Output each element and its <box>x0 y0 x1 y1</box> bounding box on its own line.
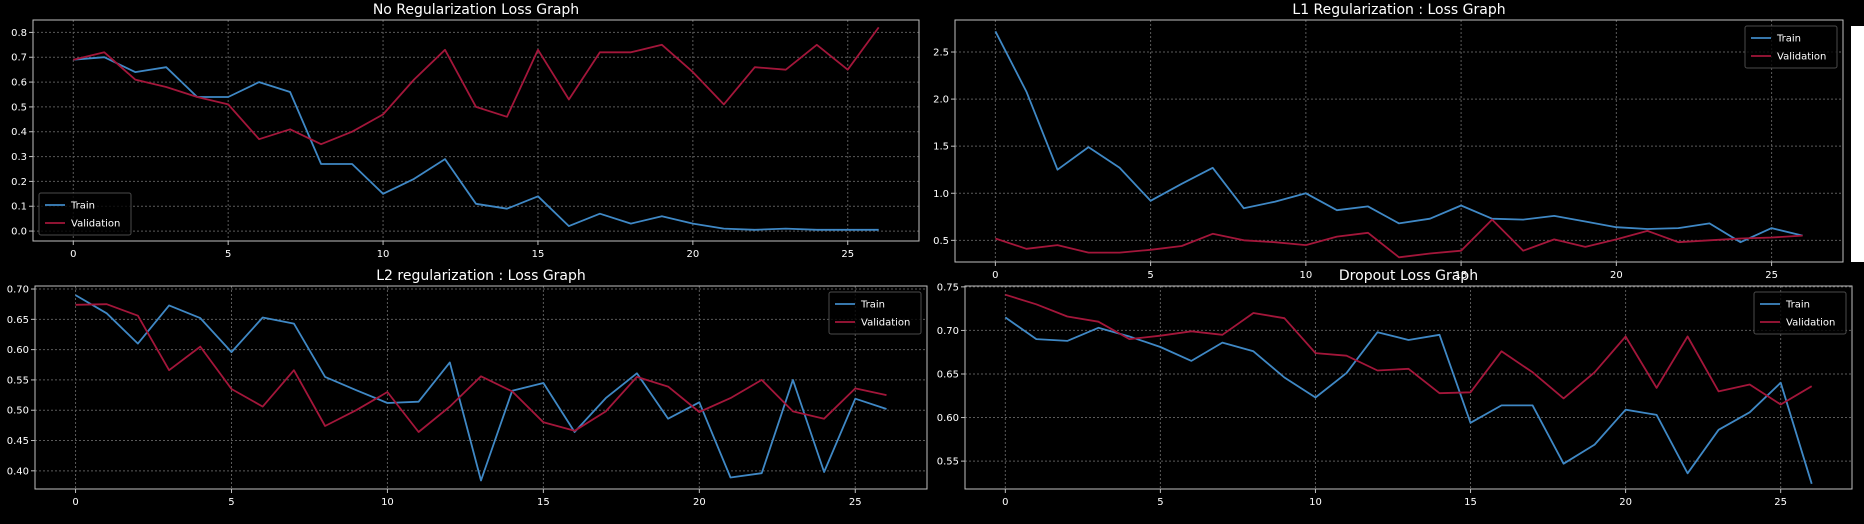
y-tick-label: 0.8 <box>11 28 27 39</box>
series-line-validation <box>995 218 1803 259</box>
y-tick-label: 0.70 <box>937 326 959 337</box>
x-tick-label: 25 <box>1774 497 1787 508</box>
y-tick-label: 0.1 <box>11 202 27 213</box>
y-tick-label: 0.55 <box>937 457 959 468</box>
y-tick-label: 0.45 <box>7 436 29 447</box>
x-tick-label: 0 <box>1002 497 1008 508</box>
series-line-validation <box>73 26 880 146</box>
legend-label: Train <box>70 201 95 212</box>
legend: Train Validation <box>38 192 132 236</box>
x-tick-label: 15 <box>532 249 545 260</box>
legend-label: Validation <box>1777 52 1826 63</box>
x-tick-label: 5 <box>1147 270 1153 281</box>
x-tick-label: 25 <box>849 497 862 508</box>
x-tick-label: 20 <box>686 249 699 260</box>
legend-label: Train <box>1776 34 1801 45</box>
legend-label: Train <box>1785 300 1810 311</box>
y-tick-label: 0.5 <box>11 102 27 113</box>
legend-box <box>828 291 922 335</box>
y-tick-label: 0.65 <box>937 369 959 380</box>
x-tick-label: 10 <box>377 249 390 260</box>
y-tick-label: 0.70 <box>7 285 29 296</box>
axes-frame <box>32 19 920 242</box>
chart-panel-3: 0 5 10 15 20 25 0.40 0.45 0.50 0.55 0.60 0.65 0.70 L2… <box>7 268 928 508</box>
series-line-validation <box>75 303 887 433</box>
y-tick-label: 0.5 <box>933 236 949 247</box>
x-tick-label: 15 <box>1464 497 1477 508</box>
x-tick-label: 15 <box>1455 270 1468 281</box>
series-line-train <box>994 30 1803 244</box>
y-tick-label: 1.5 <box>933 142 949 153</box>
y-tick-label: 0.7 <box>11 53 27 64</box>
y-tick-label: 0.4 <box>11 127 27 138</box>
chart-title: Dropout Loss Graph <box>1339 268 1478 284</box>
series-line-train <box>1004 316 1813 485</box>
series-line-train <box>75 294 887 482</box>
x-tick-label: 25 <box>1765 270 1778 281</box>
x-tick-label: 20 <box>1610 270 1623 281</box>
y-tick-label: 0.3 <box>11 152 27 163</box>
y-tick-label: 2.0 <box>933 95 949 106</box>
legend-label: Validation <box>1786 318 1835 329</box>
y-tick-label: 0.60 <box>7 345 29 356</box>
x-tick-label: 0 <box>70 249 76 260</box>
legend-box <box>38 192 132 236</box>
y-tick-label: 0.2 <box>11 177 27 188</box>
x-tick-label: 10 <box>381 497 394 508</box>
series-line-validation <box>1005 293 1813 406</box>
y-tick-label: 0.0 <box>11 227 27 238</box>
y-tick-label: 0.60 <box>937 413 959 424</box>
x-tick-label: 15 <box>537 497 550 508</box>
x-tick-label: 20 <box>1619 497 1632 508</box>
x-tick-label: 5 <box>228 497 234 508</box>
x-tick-label: 25 <box>841 249 854 260</box>
legend: Train Validation <box>1744 25 1838 69</box>
y-tick-label: 0.75 <box>937 282 959 293</box>
chart-panel-4: 0 5 10 15 20 25 0.55 0.60 0.65 0.70 0.75 Dropout Lo… <box>937 268 1853 508</box>
legend-box <box>1744 25 1838 69</box>
y-tick-label: 1.0 <box>933 189 949 200</box>
window-edge-bar <box>1851 26 1864 262</box>
axes-frame <box>954 19 1844 263</box>
legend: Train Validation <box>828 291 922 335</box>
chart-title: L1 Regularization : Loss Graph <box>1292 2 1505 18</box>
series-line-train <box>73 56 879 231</box>
legend: Train Validation <box>1753 291 1847 335</box>
y-tick-label: 2.5 <box>933 48 949 59</box>
x-tick-label: 0 <box>992 270 998 281</box>
y-tick-label: 0.40 <box>7 466 29 477</box>
chart-panel-1: 0 5 10 15 20 25 0.0 0.1 0.2 0.3 0.4 0.5 0.6 0.7 0.8 No … <box>11 2 920 260</box>
y-tick-label: 0.65 <box>7 315 29 326</box>
chart-title: L2 regularization : Loss Graph <box>376 268 586 284</box>
y-tick-label: 0.55 <box>7 375 29 386</box>
x-tick-label: 0 <box>72 497 78 508</box>
chart-panel-2: 0 5 10 15 20 25 0.5 1.0 1.5 2.0 2.5 L1 Regularizati… <box>933 2 1844 281</box>
y-tick-label: 0.50 <box>7 406 29 417</box>
legend-label: Validation <box>861 318 910 329</box>
axes-frame <box>964 285 1853 490</box>
y-tick-label: 0.6 <box>11 78 27 89</box>
chart-title: No Regularization Loss Graph <box>373 2 579 18</box>
x-tick-label: 10 <box>1299 270 1312 281</box>
legend-label: Validation <box>71 219 120 230</box>
x-tick-label: 5 <box>225 249 231 260</box>
legend-box <box>1753 291 1847 335</box>
axes-frame <box>34 285 928 490</box>
x-tick-label: 10 <box>1309 497 1322 508</box>
legend-label: Train <box>860 300 885 311</box>
x-tick-label: 5 <box>1157 497 1163 508</box>
x-tick-label: 20 <box>693 497 706 508</box>
